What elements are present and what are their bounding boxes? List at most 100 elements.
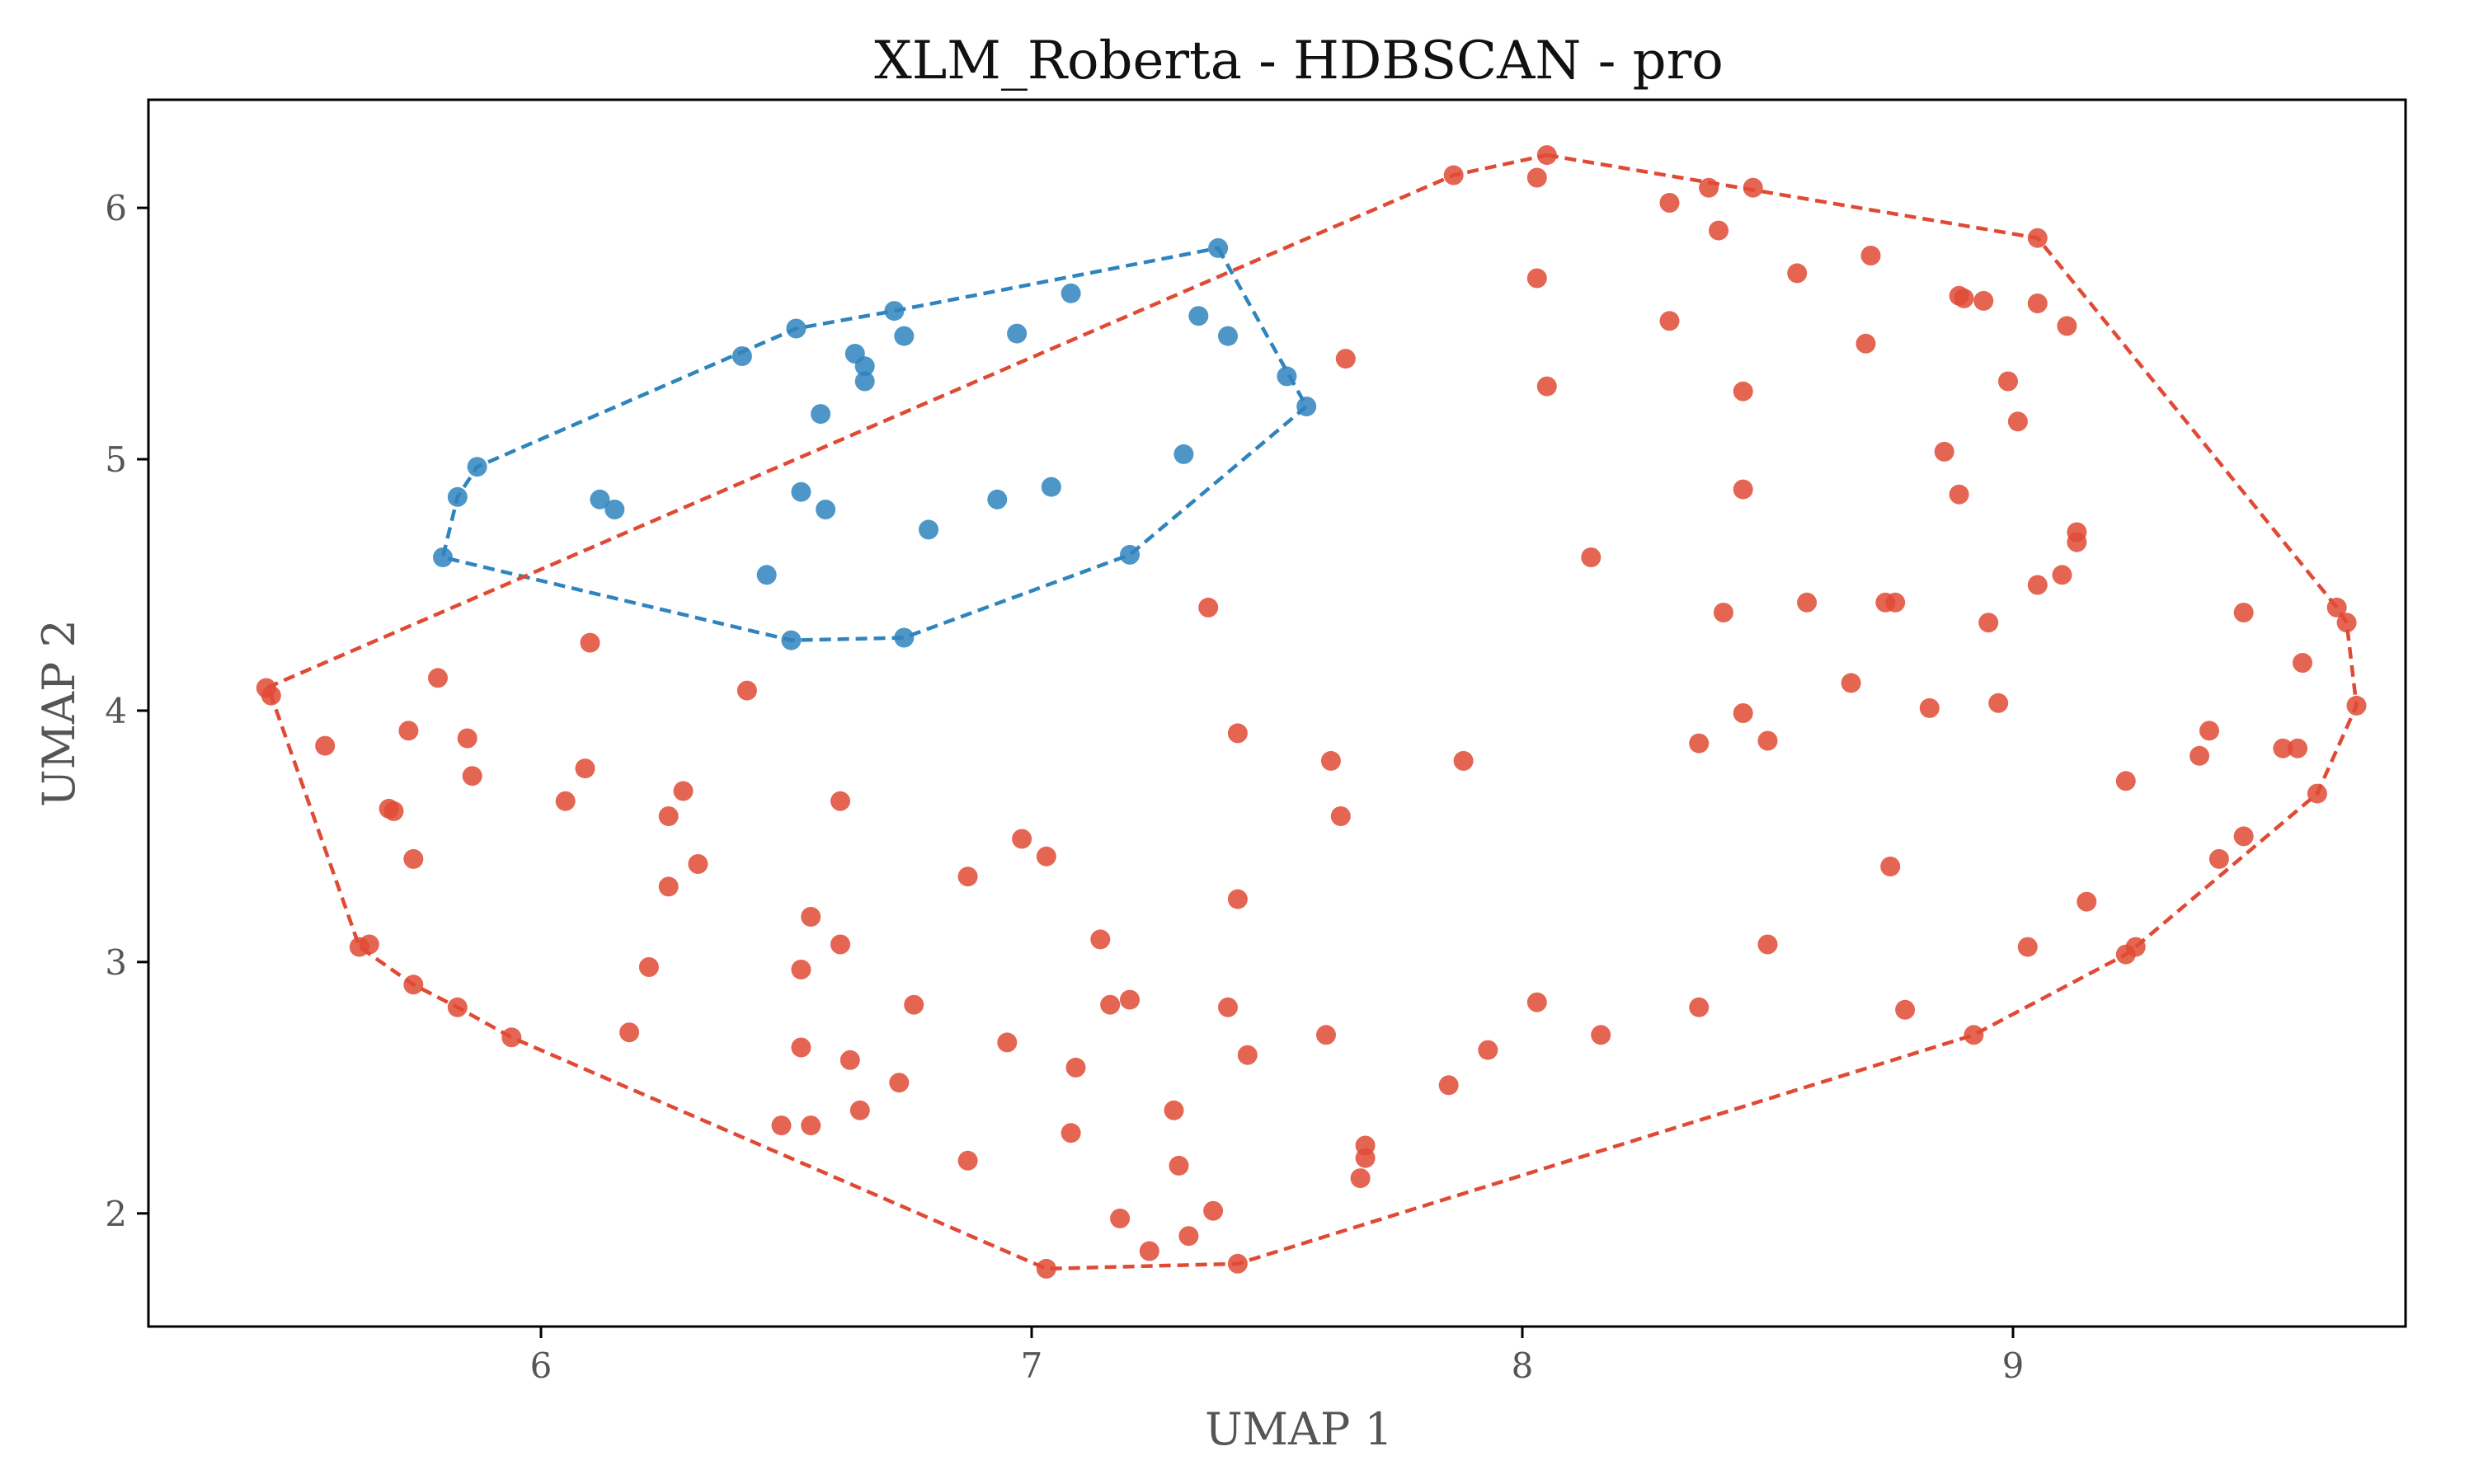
scatter-point: [1998, 371, 2018, 392]
scatter-point: [1090, 929, 1111, 950]
scatter-point: [1885, 592, 1906, 613]
scatter-point: [398, 721, 419, 741]
scatter-point: [2288, 738, 2308, 758]
scatter-point: [1350, 1168, 1371, 1189]
scatter-point: [2027, 228, 2048, 248]
scatter-point: [2307, 783, 2327, 804]
scatter-point: [1895, 999, 1916, 1020]
scatter-point: [791, 960, 811, 979]
x-tick-label: 8: [1512, 1345, 1534, 1386]
scatter-point: [1277, 366, 1297, 387]
scatter-point: [447, 997, 468, 1017]
scatter-point: [2233, 826, 2254, 847]
scatter-point: [1169, 1155, 1189, 1176]
scatter-point: [2293, 653, 2312, 673]
scatter-point: [1296, 397, 1317, 416]
scatter-point: [1526, 992, 1547, 1012]
scatter-point: [1355, 1148, 1376, 1168]
scatter-point: [457, 728, 477, 749]
scatter-point: [403, 974, 424, 995]
scatter-point: [987, 489, 1008, 510]
scatter-point: [467, 457, 487, 477]
scatter-point: [2052, 565, 2072, 585]
scatter-point: [1954, 288, 1974, 308]
scatter-point: [1709, 220, 1729, 241]
scatter-point: [2115, 944, 2136, 965]
scatter-point: [1036, 846, 1056, 866]
scatter-point: [894, 627, 915, 648]
scatter-point: [889, 1073, 910, 1093]
y-axis-ticks: 2 3 4 5 6: [105, 188, 148, 1234]
scatter-point: [1689, 733, 1710, 754]
scatter-point: [2336, 613, 2357, 633]
scatter-point: [1100, 994, 1121, 1015]
scatter-point: [2273, 738, 2293, 758]
scatter-point: [1218, 326, 1238, 346]
scatter-point: [756, 565, 777, 585]
scatter-point: [1227, 889, 1248, 909]
x-tick-label: 7: [1021, 1345, 1043, 1386]
scatter-point: [811, 404, 831, 425]
scatter-point: [1536, 145, 1557, 166]
scatter-point: [1203, 1200, 1224, 1221]
scatter-point: [830, 791, 850, 811]
scatter-point: [830, 934, 850, 955]
scatter-point: [1856, 333, 1876, 354]
y-tick-label: 6: [105, 188, 127, 228]
scatter-point: [840, 1050, 860, 1070]
scatter-point: [1591, 1025, 1611, 1045]
scatter-point: [1659, 193, 1680, 213]
scatter-point: [2233, 603, 2254, 622]
scatter-point: [638, 957, 659, 977]
scatter-point: [849, 1100, 870, 1120]
scatter-point: [1330, 806, 1351, 826]
scatter-point: [1237, 1045, 1258, 1065]
scatter-point: [590, 489, 610, 510]
y-tick-label: 4: [105, 691, 127, 731]
scatter-point: [2017, 937, 2038, 957]
scatter-point: [791, 1037, 811, 1058]
scatter-point: [1120, 989, 1140, 1010]
scatter-point: [1139, 1241, 1159, 1261]
scatter-point: [1208, 237, 1229, 258]
scatter-point: [688, 854, 708, 874]
scatter-point: [1453, 750, 1474, 771]
scatter-point: [2007, 411, 2028, 432]
scatter-point: [1713, 603, 1733, 622]
scatter-point: [1041, 477, 1061, 497]
cluster-hull-0: [440, 246, 1310, 642]
scatter-point: [658, 876, 679, 897]
y-axis-label: UMAP 2: [33, 619, 85, 807]
scatter-point: [1178, 1226, 1199, 1247]
scatter-point: [1949, 484, 1969, 505]
scatter-point: [1443, 165, 1464, 186]
scatter-point: [2346, 695, 2367, 716]
scatter-point: [315, 735, 336, 756]
scatter-point: [383, 801, 404, 821]
scatter-point: [2067, 532, 2087, 552]
scatter-point: [1036, 1258, 1056, 1279]
scatter-point: [1012, 829, 1032, 849]
scatter-point: [1797, 592, 1818, 613]
scatter-point: [261, 685, 281, 706]
scatter-point: [433, 547, 453, 567]
scatter-point: [2189, 745, 2210, 766]
scatter-point: [997, 1032, 1018, 1053]
scatter-point: [2027, 294, 2048, 313]
scatter-point: [1841, 673, 1861, 693]
x-tick-label: 9: [2002, 1345, 2025, 1386]
scatter-point: [1880, 857, 1901, 876]
scatter-point: [1061, 283, 1081, 303]
scatter-point: [1218, 997, 1238, 1017]
scatter-point: [1227, 723, 1248, 744]
scatter-point: [403, 848, 424, 869]
scatter-point: [2208, 848, 2229, 869]
scatter-point: [349, 937, 369, 957]
scatter-point: [1733, 479, 1753, 500]
scatter-point: [555, 791, 576, 811]
scatter-points: [256, 145, 2367, 1279]
scatter-point: [786, 318, 807, 339]
scatter-point: [2077, 891, 2097, 912]
scatter-point: [2057, 316, 2077, 336]
